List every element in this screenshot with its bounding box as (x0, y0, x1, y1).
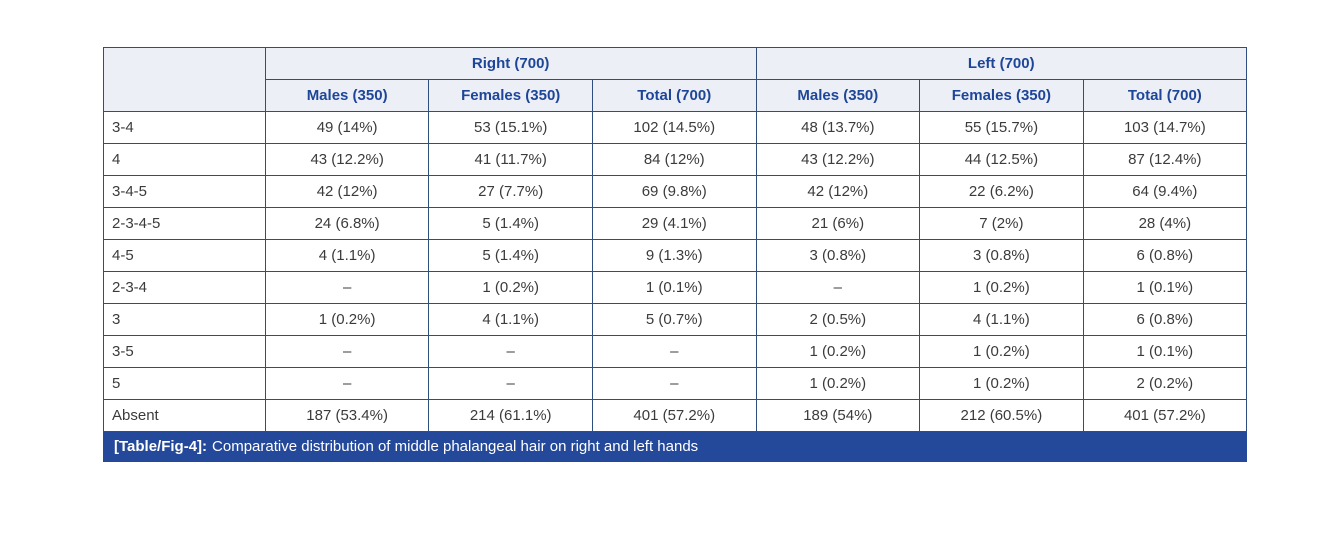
cell: 214 (61.1%) (428, 399, 593, 432)
cell: 1 (0.2%) (264, 303, 430, 336)
col-group-right: Right (700) (264, 47, 757, 80)
header-sub-row: Males (350) Females (350) Total (700) Ma… (104, 79, 1248, 112)
cell: 103 (14.7%) (1082, 111, 1248, 144)
row-label: 2-3-4 (103, 271, 266, 304)
cell: 43 (12.2%) (755, 143, 921, 176)
cell: 401 (57.2%) (591, 399, 757, 432)
table-fig-4: Right (700) Left (700) Males (350) Femal… (103, 47, 1248, 462)
cell: 21 (6%) (755, 207, 921, 240)
cell: 1 (0.2%) (919, 367, 1084, 400)
col-header-left-females: Females (350) (919, 79, 1084, 112)
cell: 5 (1.4%) (428, 207, 593, 240)
cell: 4 (1.1%) (264, 239, 430, 272)
cell: 189 (54%) (755, 399, 921, 432)
table-caption: [Table/Fig-4]: Comparative distribution … (103, 432, 1247, 462)
cell: 42 (12%) (264, 175, 430, 208)
cell: 1 (0.2%) (919, 335, 1084, 368)
caption-label: [Table/Fig-4]: (114, 438, 208, 455)
cell: 1 (0.1%) (591, 271, 757, 304)
cell: 1 (0.1%) (1082, 335, 1248, 368)
cell: 401 (57.2%) (1082, 399, 1248, 432)
cell: 3 (0.8%) (919, 239, 1084, 272)
cell: 27 (7.7%) (428, 175, 593, 208)
row-label: Absent (103, 399, 266, 432)
data-table: Right (700) Left (700) Males (350) Femal… (103, 47, 1248, 432)
table-row: Absent 187 (53.4%) 214 (61.1%) 401 (57.2… (103, 399, 1248, 432)
header-group-row: Right (700) Left (700) (103, 47, 1248, 112)
cell: 1 (0.2%) (755, 335, 921, 368)
cell: 2 (0.5%) (755, 303, 921, 336)
corner-cell (103, 47, 266, 112)
cell: 69 (9.8%) (591, 175, 757, 208)
cell: 7 (2%) (919, 207, 1084, 240)
row-label: 4 (103, 143, 266, 176)
cell: – (591, 335, 757, 368)
caption-text: Comparative distribution of middle phala… (212, 438, 699, 455)
cell: 44 (12.5%) (919, 143, 1084, 176)
cell: 187 (53.4%) (264, 399, 430, 432)
cell: 28 (4%) (1082, 207, 1248, 240)
cell: 24 (6.8%) (264, 207, 430, 240)
cell: 55 (15.7%) (919, 111, 1084, 144)
cell: 1 (0.2%) (428, 271, 593, 304)
cell: 49 (14%) (264, 111, 430, 144)
cell: 84 (12%) (591, 143, 757, 176)
cell: – (428, 367, 593, 400)
cell: 4 (1.1%) (428, 303, 593, 336)
cell: 53 (15.1%) (428, 111, 593, 144)
cell: 1 (0.1%) (1082, 271, 1248, 304)
row-label: 3-5 (103, 335, 266, 368)
table-row: 2-3-4 – 1 (0.2%) 1 (0.1%) – 1 (0.2%) 1 (… (103, 271, 1248, 304)
cell: 1 (0.2%) (755, 367, 921, 400)
row-label: 2-3-4-5 (103, 207, 266, 240)
table-row: 5 – – – 1 (0.2%) 1 (0.2%) 2 (0.2%) (103, 367, 1248, 400)
cell: 102 (14.5%) (591, 111, 757, 144)
cell: 2 (0.2%) (1082, 367, 1248, 400)
cell: 3 (0.8%) (755, 239, 921, 272)
cell: 87 (12.4%) (1082, 143, 1248, 176)
table-row: 4-5 4 (1.1%) 5 (1.4%) 9 (1.3%) 3 (0.8%) … (103, 239, 1248, 272)
cell: 9 (1.3%) (591, 239, 757, 272)
cell: 4 (1.1%) (919, 303, 1084, 336)
row-label: 3-4 (103, 111, 266, 144)
cell: 1 (0.2%) (919, 271, 1084, 304)
cell: – (264, 335, 430, 368)
col-group-left: Left (700) (755, 47, 1248, 80)
cell: – (264, 367, 430, 400)
row-label: 3-4-5 (103, 175, 266, 208)
cell: – (591, 367, 757, 400)
row-label: 5 (103, 367, 266, 400)
cell: – (428, 335, 593, 368)
cell: 29 (4.1%) (591, 207, 757, 240)
col-header-left-males: Males (350) (755, 79, 921, 112)
row-label: 4-5 (103, 239, 266, 272)
row-label: 3 (103, 303, 266, 336)
cell: 48 (13.7%) (755, 111, 921, 144)
cell: 42 (12%) (755, 175, 921, 208)
col-header-right-males: Males (350) (264, 79, 430, 112)
cell: 6 (0.8%) (1082, 303, 1248, 336)
table-row: 3 1 (0.2%) 4 (1.1%) 5 (0.7%) 2 (0.5%) 4 … (103, 303, 1248, 336)
cell: 5 (1.4%) (428, 239, 593, 272)
col-header-left-total: Total (700) (1082, 79, 1248, 112)
table-row: 4 43 (12.2%) 41 (11.7%) 84 (12%) 43 (12.… (103, 143, 1248, 176)
cell: 64 (9.4%) (1082, 175, 1248, 208)
col-header-right-females: Females (350) (428, 79, 593, 112)
cell: 22 (6.2%) (919, 175, 1084, 208)
cell: 5 (0.7%) (591, 303, 757, 336)
cell: 41 (11.7%) (428, 143, 593, 176)
table-row: 3-4 49 (14%) 53 (15.1%) 102 (14.5%) 48 (… (103, 111, 1248, 144)
cell: – (264, 271, 430, 304)
table-row: 3-5 – – – 1 (0.2%) 1 (0.2%) 1 (0.1%) (103, 335, 1248, 368)
col-header-right-total: Total (700) (591, 79, 757, 112)
table-row: 2-3-4-5 24 (6.8%) 5 (1.4%) 29 (4.1%) 21 … (103, 207, 1248, 240)
cell: 212 (60.5%) (919, 399, 1084, 432)
cell: – (755, 271, 921, 304)
cell: 43 (12.2%) (264, 143, 430, 176)
table-row: 3-4-5 42 (12%) 27 (7.7%) 69 (9.8%) 42 (1… (103, 175, 1248, 208)
cell: 6 (0.8%) (1082, 239, 1248, 272)
